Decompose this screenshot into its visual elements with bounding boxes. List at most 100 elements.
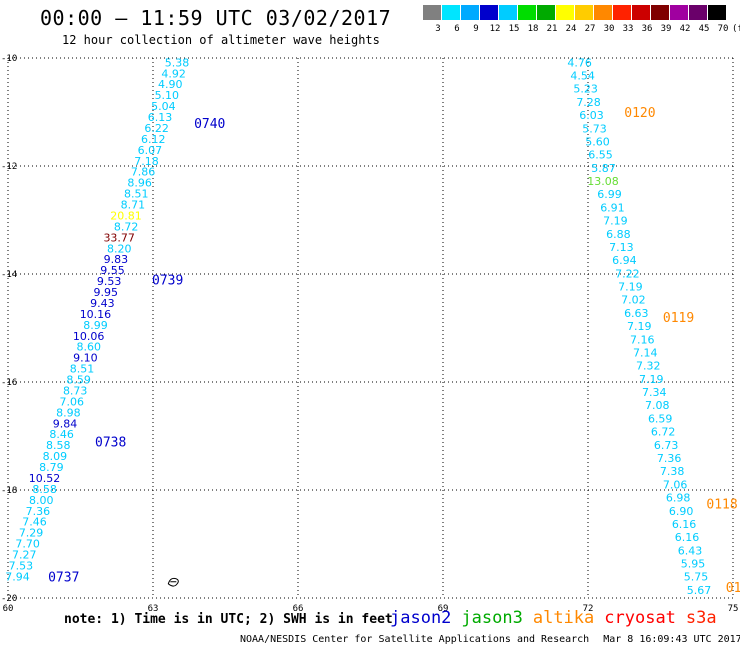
wave-height-value: 4.90: [158, 78, 183, 91]
wave-height-value: 8.59: [66, 374, 91, 387]
wave-height-value: 7.38: [660, 465, 685, 478]
lat-tick-label: -20: [1, 594, 17, 604]
scale-label: 36: [641, 24, 653, 34]
wave-height-value: 13.08: [587, 175, 619, 188]
wave-height-value: 7.08: [645, 399, 670, 412]
wave-height-value: 7.70: [15, 538, 40, 551]
scale-label: 30: [603, 24, 615, 34]
scale-swatch: [632, 5, 651, 20]
wave-height-value: 7.14: [633, 346, 658, 359]
wave-height-value: 4.54: [570, 70, 595, 83]
scale-label: 21: [546, 24, 558, 34]
wave-height-value: 10.16: [80, 308, 112, 321]
scale-swatch: [670, 5, 689, 20]
scale-label: 42: [679, 24, 691, 34]
scale-label: 9: [473, 24, 479, 34]
scale-swatch: [708, 5, 727, 20]
lon-tick-label: 72: [583, 604, 594, 614]
wave-height-value: 8.09: [43, 450, 68, 463]
wave-height-value: 9.55: [100, 264, 125, 277]
wave-height-value: 7.22: [615, 267, 640, 280]
wave-height-value: 8.58: [46, 439, 71, 452]
wave-height-value: 5.23: [573, 83, 598, 96]
wave-height-value: 7.18: [134, 155, 159, 168]
scale-label: 39: [660, 24, 672, 34]
wave-height-value: 6.43: [678, 544, 703, 557]
wave-height-value: 10.52: [29, 472, 61, 485]
wave-height-value: 6.55: [588, 149, 613, 162]
scale-label: 15: [508, 24, 520, 34]
altimeter-tracks: 5.384.924.905.105.046.136.226.126.077.18…: [5, 56, 711, 597]
wave-height-value: 5.95: [681, 558, 706, 571]
wave-height-value: 9.43: [90, 297, 115, 310]
wave-height-value: 7.19: [639, 373, 664, 386]
lat-tick-label: -10: [1, 54, 17, 64]
scale-label: 45: [698, 24, 710, 34]
wave-height-value: 6.91: [600, 201, 625, 214]
wave-height-value: 5.04: [151, 100, 176, 113]
wave-height-value: 5.75: [684, 571, 709, 584]
map-title: 00:00 – 11:59 UTC 03/02/2017: [40, 6, 392, 30]
scale-swatch: [499, 5, 518, 20]
wave-height-value: 4.76: [567, 56, 592, 69]
lat-tick-label: -12: [1, 162, 17, 172]
wave-height-value: 5.73: [582, 122, 607, 135]
scale-swatch: [480, 5, 499, 20]
wave-height-value: 9.53: [97, 275, 122, 288]
lon-tick-label: 60: [3, 604, 14, 614]
lon-tick-label: 69: [438, 604, 449, 614]
wave-height-value: 8.60: [77, 341, 102, 354]
wave-height-value: 8.99: [83, 319, 108, 332]
wave-height-value: 8.79: [39, 461, 64, 474]
scale-label: 6: [454, 24, 460, 34]
map-subtitle: 12 hour collection of altimeter wave hei…: [62, 33, 380, 47]
wave-height-value: 8.58: [32, 483, 57, 496]
scale-label: 3: [435, 24, 441, 34]
lon-tick-label: 63: [148, 604, 159, 614]
lat-lon-grid: [7, 57, 734, 599]
wave-height-value: 8.96: [127, 177, 152, 190]
wave-height-value: 6.72: [651, 426, 676, 439]
credit-text: NOAA/NESDIS Center for Satellite Applica…: [240, 634, 590, 645]
footer-note: note: 1) Time is in UTC; 2) SWH is in fe…: [64, 612, 393, 627]
scale-swatch: [556, 5, 575, 20]
wave-height-value: 8.51: [70, 363, 95, 376]
time-labels: 0740 0739 0738 0737 0120 0119 0118 01: [48, 106, 740, 596]
scale-label: 18: [527, 24, 539, 34]
wave-height-value: 9.95: [93, 286, 118, 299]
wave-height-value: 7.06: [663, 478, 688, 491]
wave-height-value: 5.38: [165, 56, 190, 69]
wave-height-value: 8.72: [114, 220, 139, 233]
wave-height-value: 4.92: [161, 67, 186, 80]
wave-height-value: 6.98: [666, 492, 691, 505]
wave-height-value: 5.67: [687, 584, 712, 597]
wave-height-value: 6.73: [654, 439, 679, 452]
wave-height-value: 6.16: [672, 518, 697, 531]
lon-tick-label: 75: [728, 604, 739, 614]
wave-height-value: 8.71: [121, 199, 146, 212]
wave-height-value: 7.36: [26, 505, 51, 518]
scale-swatch: [575, 5, 594, 20]
wave-height-value: 7.46: [22, 516, 47, 529]
wave-height-value: 8.98: [56, 406, 81, 419]
legend-cryosat: cryosat: [604, 608, 676, 628]
wave-height-value: 8.46: [49, 428, 74, 441]
scale-label: 33: [622, 24, 634, 34]
scale-label: 24: [565, 24, 577, 34]
wave-height-value: 6.03: [579, 109, 604, 122]
pass-time-label: 0737: [48, 570, 79, 585]
scale-label: (ft): [732, 24, 740, 34]
wave-height-value: 6.94: [612, 254, 637, 267]
lat-tick-label: -14: [1, 270, 17, 280]
legend-jason3: jason3: [461, 608, 523, 628]
pass-time-label: 01: [726, 581, 740, 596]
lat-tick-label: -16: [1, 378, 17, 388]
wave-height-value: 10.06: [73, 330, 105, 343]
wave-height-value: 7.06: [60, 395, 85, 408]
wave-height-value: 33.77: [103, 231, 135, 244]
wave-height-value: 8.73: [63, 384, 88, 397]
wave-height-value: 7.16: [630, 333, 655, 346]
scale-swatch: [613, 5, 632, 20]
wave-height-value: 7.19: [627, 320, 652, 333]
wave-height-value: 7.13: [609, 241, 634, 254]
